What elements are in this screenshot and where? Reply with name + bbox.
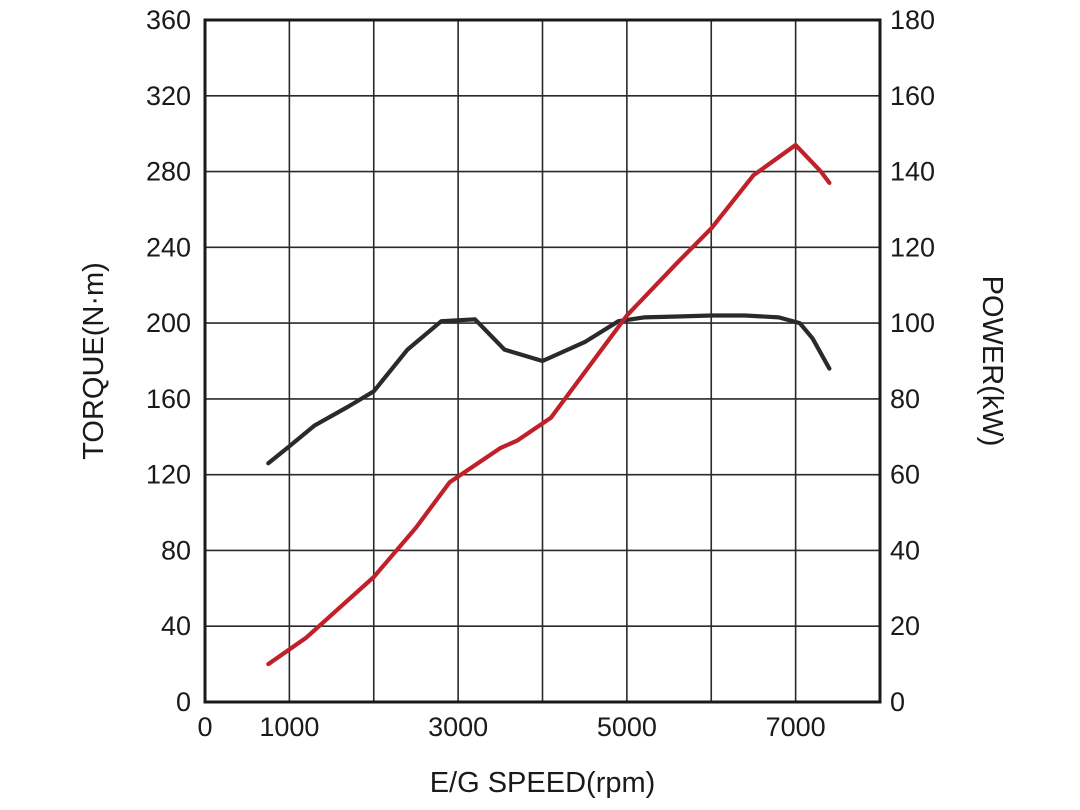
right-tick-label: 120 xyxy=(890,232,935,262)
right-tick-label: 80 xyxy=(890,384,920,414)
left-axis-title: TORQUE(N·m) xyxy=(78,262,110,460)
power-curve xyxy=(266,142,832,667)
right-tick-label: 60 xyxy=(890,460,920,490)
left-axis-ticks: 0 40 80 120 160 200 240 280 320 360 xyxy=(146,5,191,717)
x-axis-ticks: 0 1000 3000 5000 7000 xyxy=(197,712,825,742)
right-tick-label: 100 xyxy=(890,308,935,338)
left-tick-label: 120 xyxy=(146,460,191,490)
left-tick-label: 200 xyxy=(146,308,191,338)
x-tick-label: 3000 xyxy=(428,712,488,742)
left-tick-label: 320 xyxy=(146,81,191,111)
x-tick-label: 5000 xyxy=(597,712,657,742)
left-tick-label: 40 xyxy=(161,611,191,641)
left-tick-label: 160 xyxy=(146,384,191,414)
right-tick-label: 0 xyxy=(890,687,905,717)
left-tick-label: 240 xyxy=(146,232,191,262)
x-tick-label: 7000 xyxy=(766,712,826,742)
right-tick-label: 140 xyxy=(890,157,935,187)
left-tick-label: 0 xyxy=(176,687,191,717)
plot-frame xyxy=(203,18,882,704)
grid xyxy=(205,20,880,702)
right-tick-label: 180 xyxy=(890,5,935,35)
series-layer xyxy=(266,142,832,667)
right-tick-label: 40 xyxy=(890,535,920,565)
x-tick-label: 0 xyxy=(197,712,212,742)
torque-curve xyxy=(266,313,832,466)
left-tick-label: 280 xyxy=(146,157,191,187)
right-tick-label: 20 xyxy=(890,611,920,641)
x-axis-title: E/G SPEED(rpm) xyxy=(430,767,656,799)
x-tick-label: 1000 xyxy=(259,712,319,742)
left-tick-label: 80 xyxy=(161,535,191,565)
right-axis-ticks: 0 20 40 60 80 100 120 140 160 180 xyxy=(890,5,935,717)
left-tick-label: 360 xyxy=(146,5,191,35)
right-axis-title: POWER(kW) xyxy=(976,276,1008,447)
right-tick-label: 160 xyxy=(890,81,935,111)
